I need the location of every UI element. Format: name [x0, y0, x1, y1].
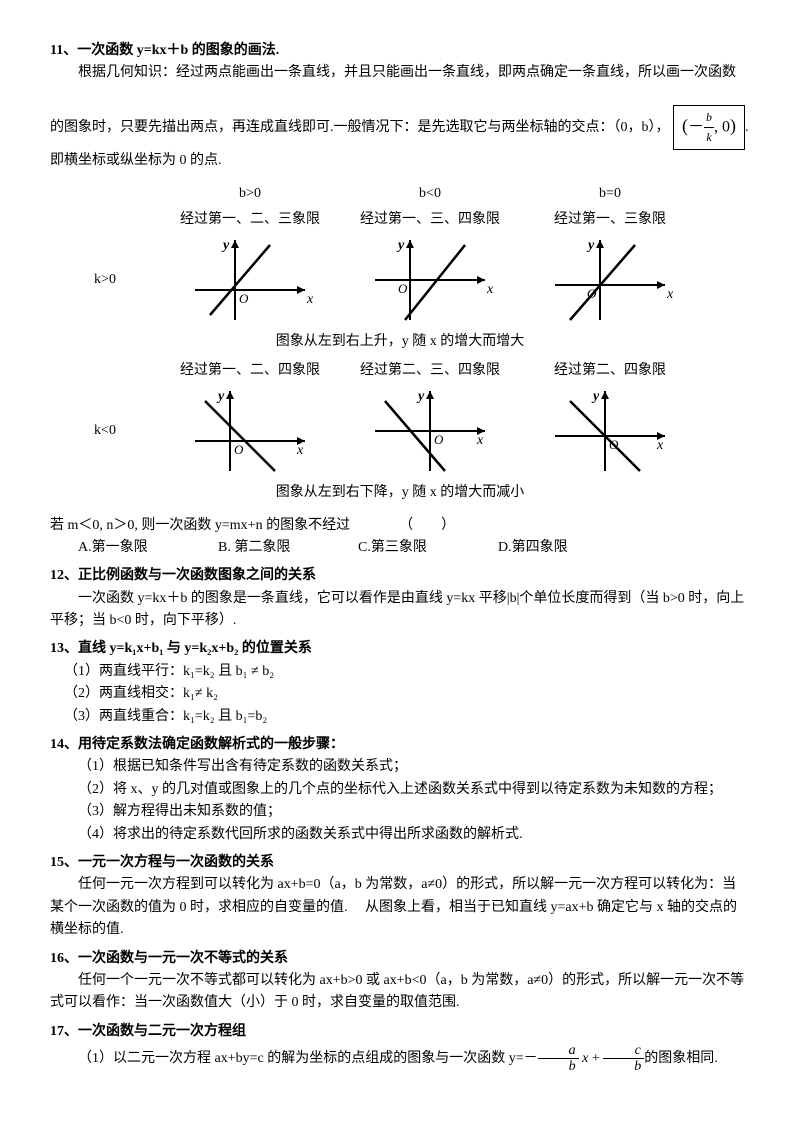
col-b-zero: b=0	[520, 183, 700, 205]
frac-c-b: cb	[603, 1043, 644, 1075]
question-options: A.第一象限 B. 第二象限 C.第三象限 D.第四象限	[50, 537, 750, 559]
option-d: D.第四象限	[498, 537, 598, 559]
graph-kpos-bneg: x y O	[340, 235, 520, 325]
svg-text:x: x	[666, 287, 674, 302]
row1-captions: 经过第一、二、三象限 经过第一、三、四象限 经过第一、三象限	[50, 209, 750, 231]
s17-p1a: （1）以二元一次方程 ax+by=c 的解为坐标的点组成的图象与一次函数 y=	[78, 1051, 524, 1066]
frac-a-b: ab	[538, 1043, 579, 1075]
s14-i2: （2）将 x、y 的几对值或图象上的几个点的坐标代入上述函数关系式中得到以待定系…	[50, 779, 750, 801]
table-header-row: b>0 b<0 b=0	[50, 183, 750, 205]
svg-text:y: y	[591, 389, 600, 404]
s15-p1: 任何一元一次方程到可以转化为 ax+b=0（a，b 为常数，a≠0）的形式，所以…	[50, 874, 750, 941]
s16-p1: 任何一个一元一次不等式都可以转化为 ax+b>0 或 ax+b<0（a，b 为常…	[50, 970, 750, 1015]
s16-title: 16、一次函数与一元一次不等式的关系	[50, 948, 750, 970]
s14-i1: （1）根据已知条件写出含有待定系数的函数关系式；	[50, 756, 750, 778]
svg-text:y: y	[221, 238, 230, 253]
s12-title: 12、正比例函数与一次函数图象之间的关系	[50, 565, 750, 587]
option-c: C.第三象限	[358, 537, 458, 559]
col-b-pos: b>0	[160, 183, 340, 205]
graph-table: b>0 b<0 b=0 经过第一、二、三象限 经过第一、三、四象限 经过第一、三…	[50, 183, 750, 505]
s15-title: 15、一元一次方程与一次函数的关系	[50, 852, 750, 874]
svg-text:O: O	[234, 442, 244, 457]
option-a: A.第一象限	[78, 537, 178, 559]
cap-r1c3: 经过第一、三象限	[520, 209, 700, 231]
col-b-neg: b<0	[340, 183, 520, 205]
s11-p1: 根据几何知识：经过两点能画出一条直线，并且只能画出一条直线，即两点确定一条直线，…	[50, 62, 750, 84]
svg-text:y: y	[416, 389, 425, 404]
cap-r2c1: 经过第一、二、四象限	[160, 360, 340, 382]
s11-p2b: 即横坐标或纵坐标为 0 的点.	[50, 150, 750, 172]
intercept-formula: (－bk, 0)	[673, 105, 745, 150]
s17-title: 17、一次函数与二元一次方程组	[50, 1021, 750, 1043]
s17-p1: （1）以二元一次方程 ax+by=c 的解为坐标的点组成的图象与一次函数 y=－…	[50, 1043, 750, 1075]
s13-title: 13、直线 y=k₁x+b₁ 与 y=k₂x+b₂ 的位置关系	[50, 638, 750, 660]
graph-kpos-bpos: x y O	[160, 235, 340, 325]
row2-label: k<0	[50, 420, 160, 442]
svg-text:x: x	[306, 292, 314, 307]
svg-text:O: O	[398, 281, 408, 296]
s13-i2: （2）两直线相交：k₁≠ k₂	[50, 683, 750, 705]
s13-i1: （1）两直线平行：k₁=k₂ 且 b₁ ≠ b₂	[50, 661, 750, 683]
graph-kneg-bneg: x y O	[340, 386, 520, 476]
svg-text:y: y	[586, 238, 595, 253]
svg-text:x: x	[476, 433, 484, 448]
svg-text:O: O	[434, 432, 444, 447]
cap-r1c2: 经过第一、三、四象限	[340, 209, 520, 231]
cap-r1c1: 经过第一、二、三象限	[160, 209, 340, 231]
row1-summary: 图象从左到右上升，y 随 x 的增大而增大	[50, 331, 750, 353]
s14-title: 14、用待定系数法确定函数解析式的一般步骤：	[50, 734, 750, 756]
row2-graphs: k<0 x y O x y O	[50, 386, 750, 476]
s14-i4: （4）将求出的待定系数代回所求的函数关系式中得出所求函数的解析式.	[50, 824, 750, 846]
row2-summary: 图象从左到右下降，y 随 x 的增大而减小	[50, 482, 750, 504]
graph-kneg-bzero: x y O	[520, 386, 700, 476]
section-11: 11、一次函数 y=kx＋b 的图象的画法. 根据几何知识：经过两点能画出一条直…	[50, 40, 750, 173]
graph-kneg-bpos: x y O	[160, 386, 340, 476]
question-stem: 若 m＜0, n＞0, 则一次函数 y=mx+n 的图象不经过 （ ）	[50, 515, 750, 537]
svg-text:y: y	[216, 389, 225, 404]
svg-text:O: O	[239, 291, 249, 306]
s13-i3: （3）两直线重合：k₁=k₂ 且 b₁=b₂	[50, 706, 750, 728]
s17-p1b: 的图象相同.	[644, 1051, 718, 1066]
s11-p2-row: 的图象时，只要先描出两点，再连成直线即可.一般情况下：是先选取它与两坐标轴的交点…	[50, 105, 750, 150]
s11-title: 11、一次函数 y=kx＋b 的图象的画法.	[50, 40, 750, 62]
graph-kpos-bzero: x y O	[520, 235, 700, 325]
svg-text:x: x	[296, 443, 304, 458]
row2-captions: 经过第一、二、四象限 经过第二、三、四象限 经过第二、四象限	[50, 360, 750, 382]
cap-r2c2: 经过第二、三、四象限	[340, 360, 520, 382]
cap-r2c3: 经过第二、四象限	[520, 360, 700, 382]
svg-text:x: x	[656, 438, 664, 453]
svg-text:y: y	[396, 238, 405, 253]
option-b: B. 第二象限	[218, 537, 318, 559]
row1-label: k>0	[50, 269, 160, 291]
s14-i3: （3）解方程得出未知系数的值；	[50, 801, 750, 823]
row1-graphs: k>0 x y O x y O	[50, 235, 750, 325]
s11-p2a: 的图象时，只要先描出两点，再连成直线即可.一般情况下：是先选取它与两坐标轴的交点…	[50, 120, 670, 135]
s12-p1: 一次函数 y=kx＋b 的图象是一条直线，它可以看作是由直线 y=kx 平移|b…	[50, 588, 750, 633]
svg-text:x: x	[486, 282, 494, 297]
